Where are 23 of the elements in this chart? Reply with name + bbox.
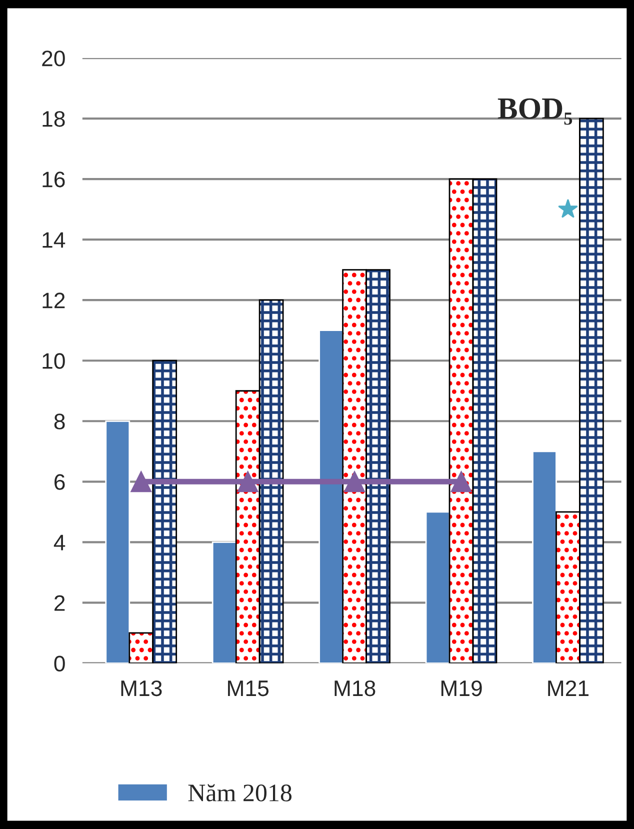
x-tick-label: M19	[441, 680, 482, 696]
text: BOD₅	[498, 98, 572, 125]
bar	[425, 511, 450, 664]
y-tick-label: 18	[42, 111, 65, 127]
y-tick-label: 4	[54, 534, 66, 550]
bar	[212, 541, 237, 664]
x-tick-label: M21	[548, 680, 588, 696]
y-tick-label: 14	[42, 232, 66, 248]
x-tick-label: M13	[121, 680, 162, 696]
legend-label: Năm 2018	[188, 784, 292, 802]
x-tick-label: M15	[228, 680, 269, 696]
y-tick-label: 2	[54, 595, 65, 611]
y-tick-label: 8	[54, 414, 65, 430]
y-tick-label: 12	[42, 292, 65, 308]
bar	[532, 450, 557, 664]
y-tick-label: 20	[42, 50, 65, 66]
y-tick-label: 10	[42, 353, 65, 369]
y-tick-label: 16	[42, 172, 65, 188]
x-tick-label: M18	[334, 680, 376, 696]
bar	[105, 420, 130, 664]
y-tick-label: 0	[54, 656, 65, 672]
y-tick-label: 6	[54, 474, 65, 490]
bar	[318, 330, 344, 664]
